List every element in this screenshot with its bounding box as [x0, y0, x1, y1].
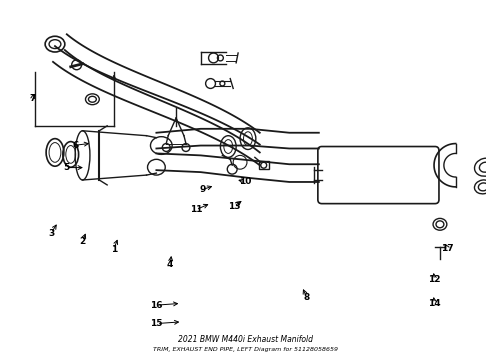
Text: 14: 14: [428, 299, 441, 308]
Text: 9: 9: [199, 185, 206, 194]
Bar: [259, 161, 269, 169]
Text: 4: 4: [167, 260, 173, 269]
Text: 2021 BMW M440i Exhaust Manifold: 2021 BMW M440i Exhaust Manifold: [177, 335, 313, 344]
Text: 8: 8: [304, 293, 310, 302]
Text: 13: 13: [228, 202, 240, 211]
Text: 10: 10: [239, 177, 251, 186]
Text: 7: 7: [29, 94, 36, 103]
Text: 2: 2: [79, 237, 86, 246]
Text: 11: 11: [190, 205, 202, 214]
Text: 12: 12: [428, 275, 441, 284]
Text: 5: 5: [63, 163, 70, 172]
Text: 17: 17: [441, 244, 454, 253]
Text: 6: 6: [72, 141, 78, 150]
Text: TRIM, EXHAUST END PIPE, LEFT Diagram for 51128058659: TRIM, EXHAUST END PIPE, LEFT Diagram for…: [152, 347, 338, 352]
Text: 16: 16: [150, 301, 163, 310]
Text: 3: 3: [48, 229, 54, 238]
Text: 1: 1: [111, 244, 117, 253]
Text: 15: 15: [150, 319, 163, 328]
